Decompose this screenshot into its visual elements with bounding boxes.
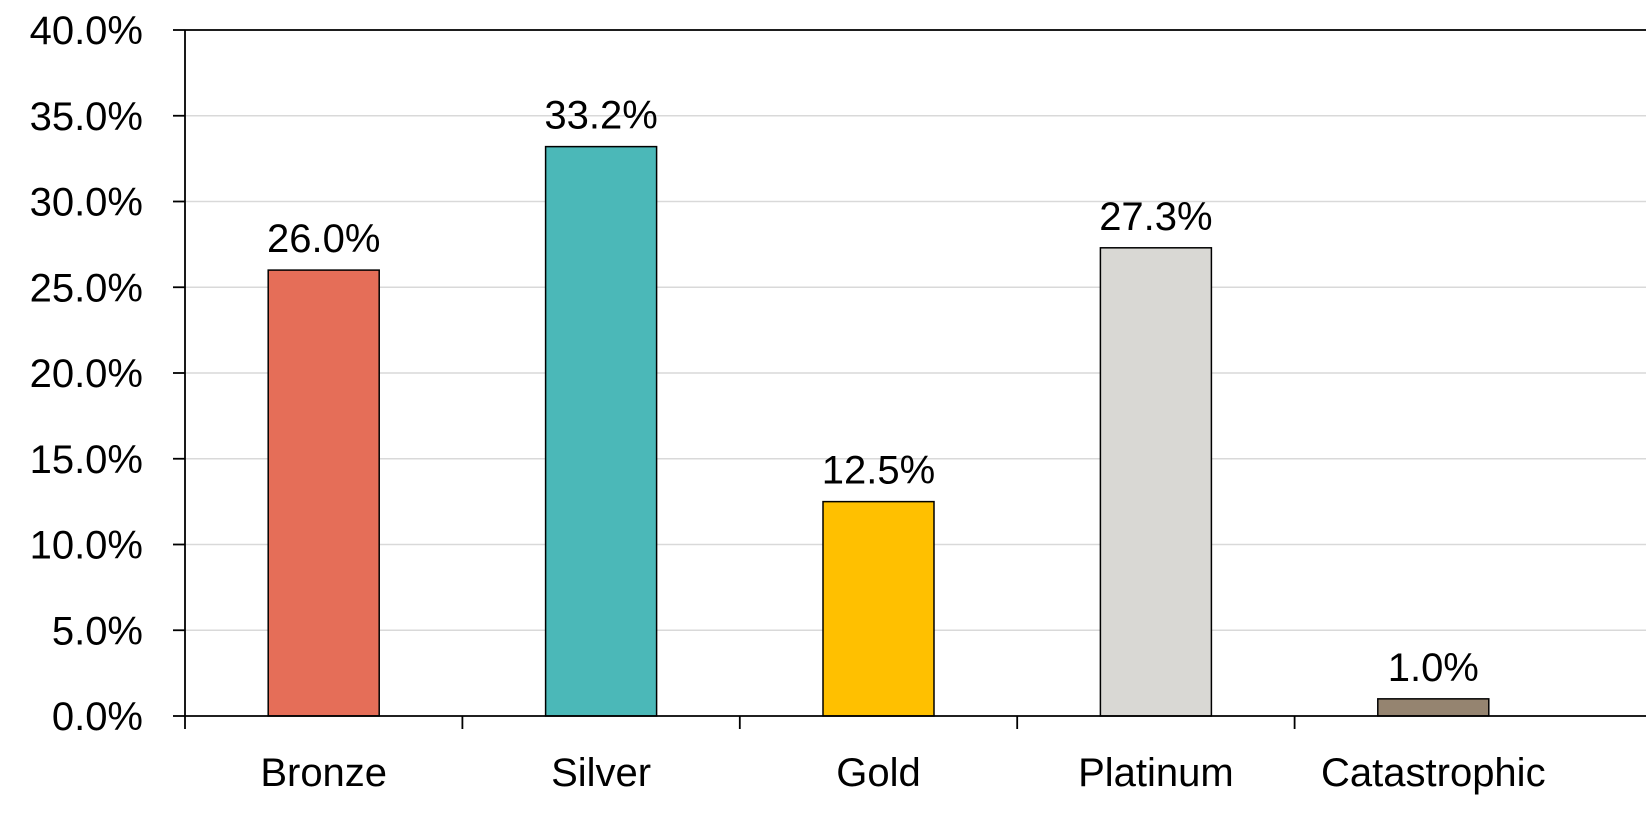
bar-platinum xyxy=(1099,247,1213,717)
bar-bronze xyxy=(267,269,380,717)
data-label-gold: 12.5% xyxy=(822,449,935,493)
data-label-silver: 33.2% xyxy=(544,94,657,138)
gridlines xyxy=(185,29,1646,631)
data-label-bronze: 26.0% xyxy=(267,217,380,261)
y-tick-label: 10.0% xyxy=(30,524,143,568)
y-tick-label: 5.0% xyxy=(52,609,143,653)
bars xyxy=(267,145,1490,717)
x-tick-label-platinum: Platinum xyxy=(1078,751,1234,795)
data-label-platinum: 27.3% xyxy=(1099,195,1212,239)
bar-gold xyxy=(822,500,935,717)
y-tick-label: 40.0% xyxy=(30,9,143,53)
y-tick-label: 0.0% xyxy=(52,695,143,739)
y-tick-label: 30.0% xyxy=(30,181,143,225)
x-tick-label-catastrophic: Catastrophic xyxy=(1321,751,1546,795)
x-tick-label-bronze: Bronze xyxy=(260,751,387,795)
bar-silver xyxy=(544,145,658,717)
x-tick-label-silver: Silver xyxy=(551,751,651,795)
data-label-catastrophic: 1.0% xyxy=(1388,646,1479,690)
y-tick-label: 20.0% xyxy=(30,352,143,396)
x-tick-label-gold: Gold xyxy=(836,751,921,795)
bar-catastrophic xyxy=(1377,698,1490,717)
axes xyxy=(173,29,1646,729)
y-tick-label: 25.0% xyxy=(30,266,143,310)
y-tick-label: 35.0% xyxy=(30,95,143,139)
y-tick-label: 15.0% xyxy=(30,438,143,482)
labels: 0.0% 5.0% 10.0% 15.0% 20.0% 25.0% 30.0% 35.0% 40… xyxy=(30,9,1546,795)
